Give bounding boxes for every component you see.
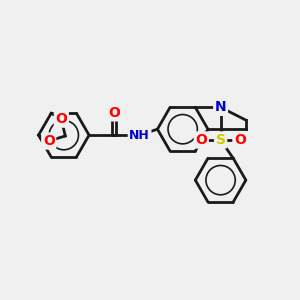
Text: O: O [195, 133, 207, 147]
Text: O: O [234, 133, 246, 147]
Text: O: O [108, 106, 120, 120]
Text: N: N [215, 100, 226, 114]
Text: S: S [216, 133, 226, 147]
Text: O: O [56, 112, 67, 126]
Text: NH: NH [129, 129, 150, 142]
Text: O: O [43, 134, 55, 148]
